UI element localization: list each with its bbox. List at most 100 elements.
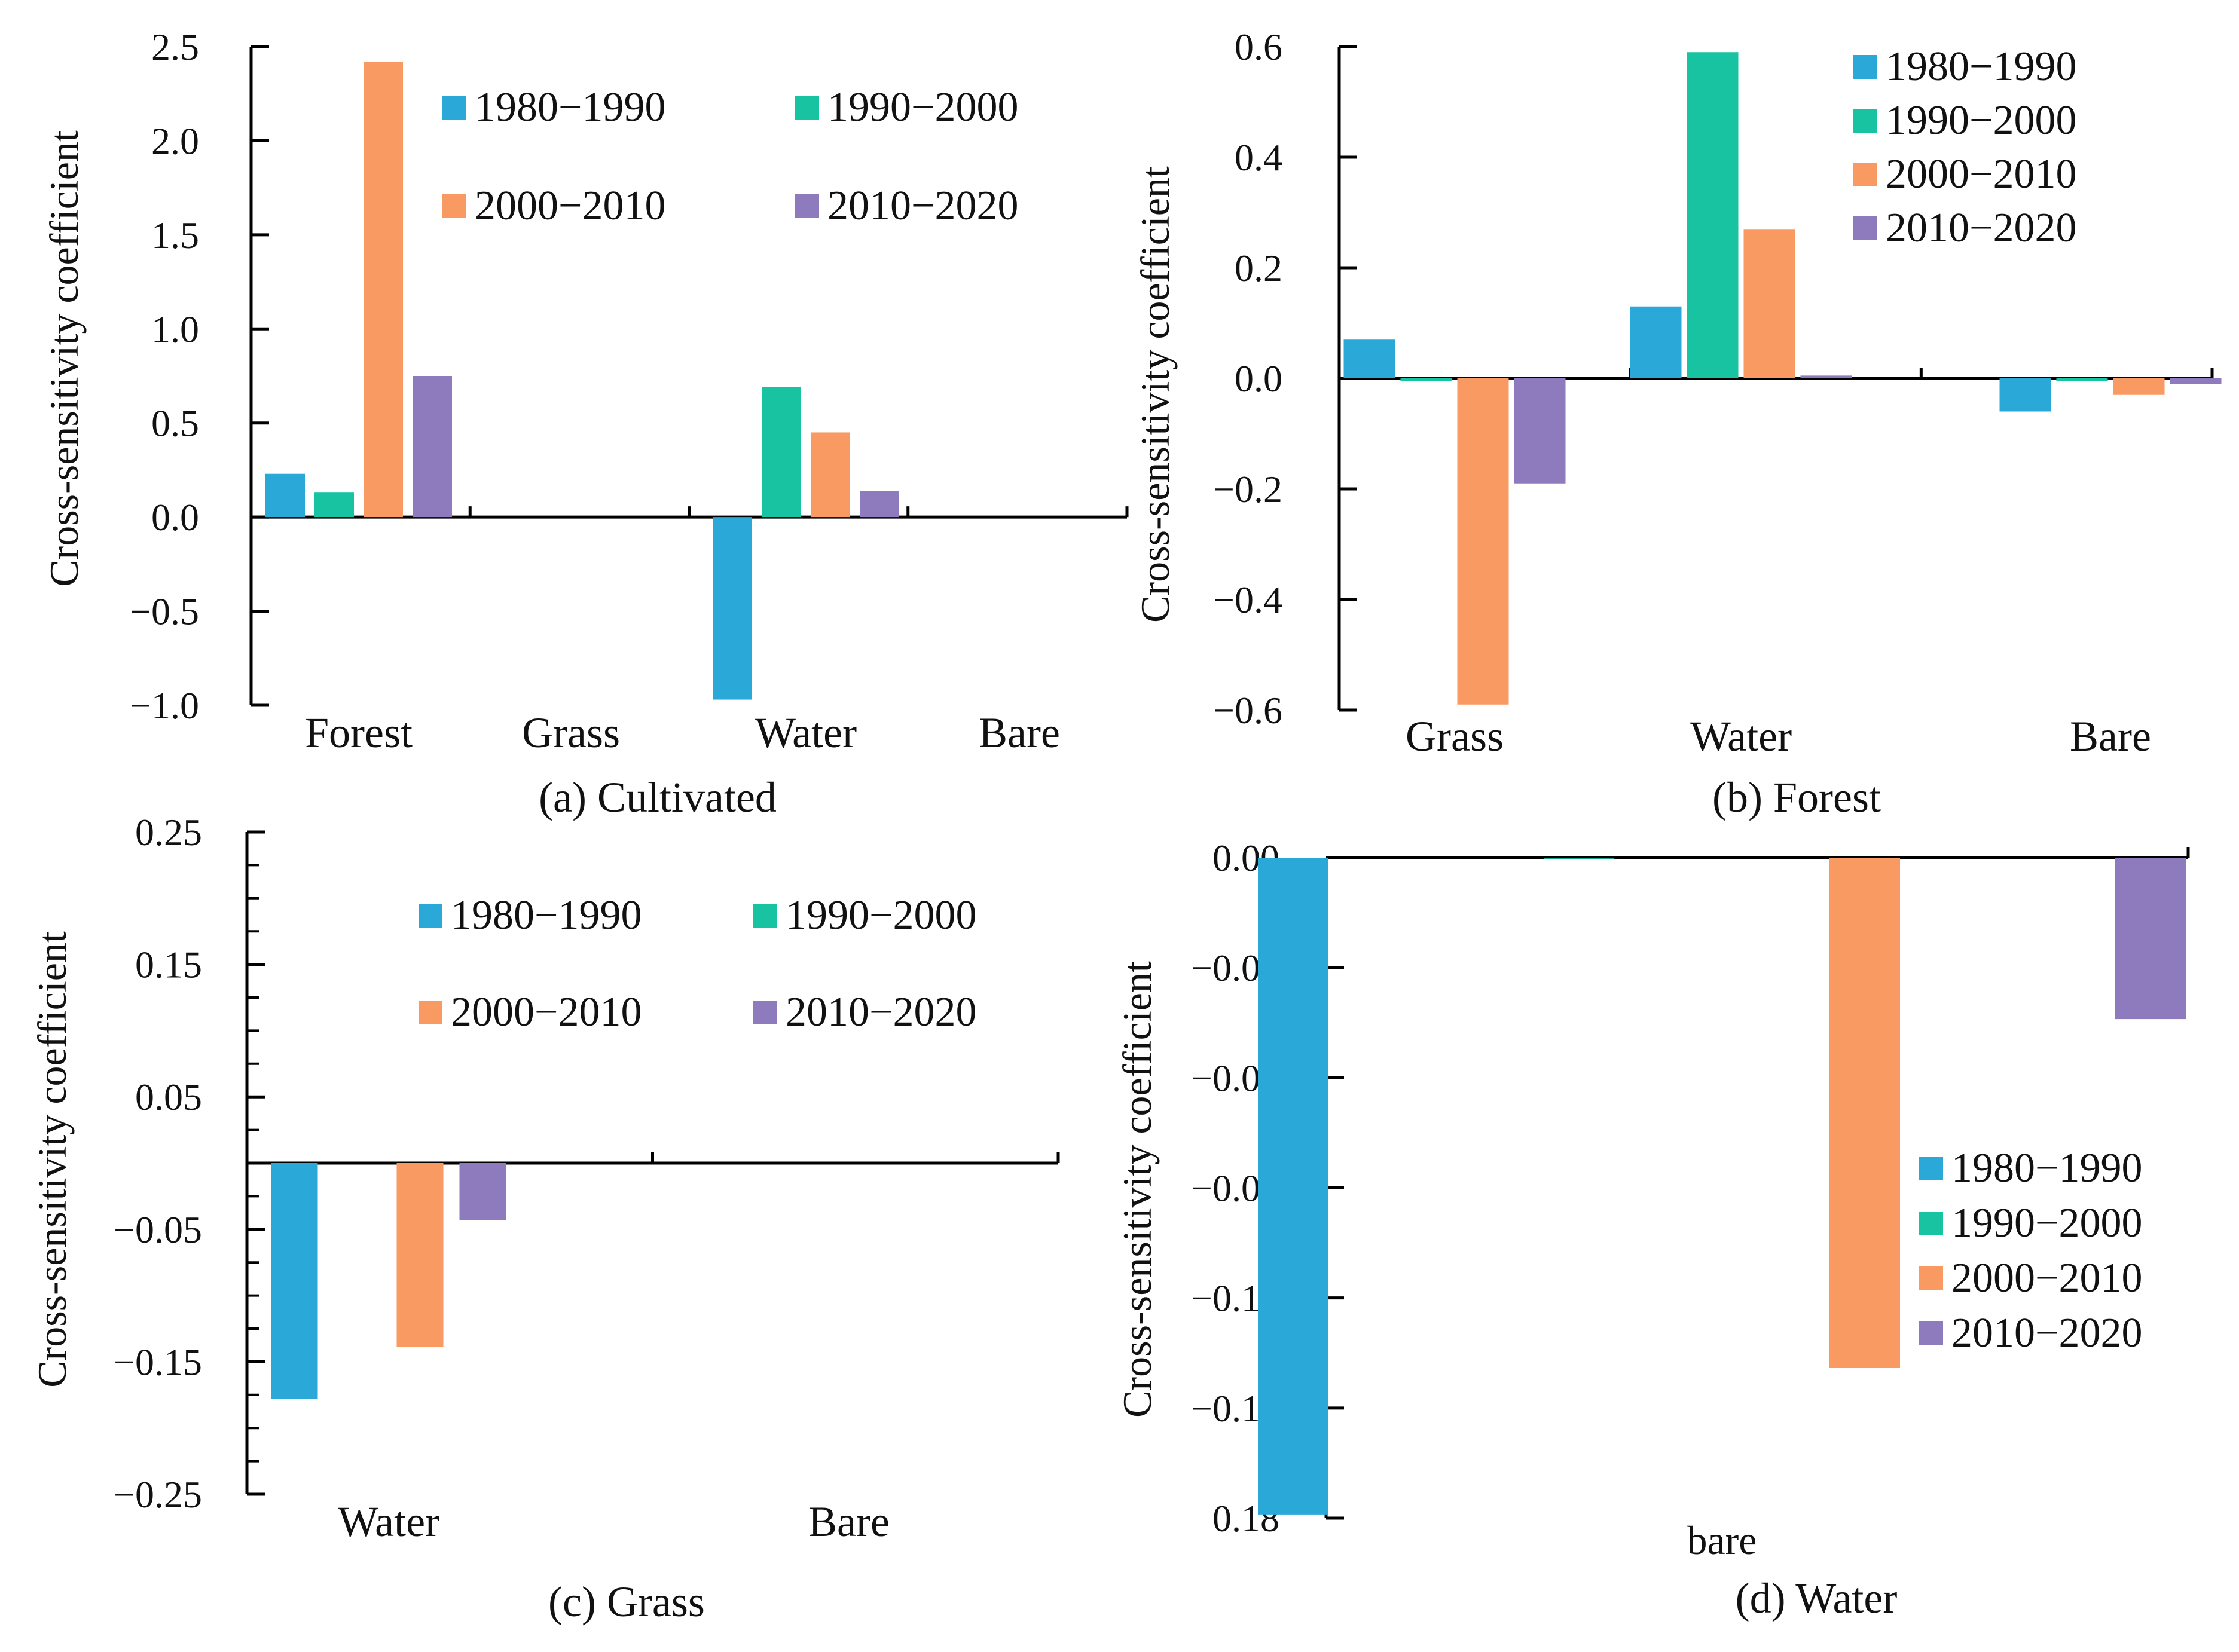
panel-d-water: 0.00−0.03−0.06−0.09−0.12−0.150.18 bareCro… (1114, 837, 2190, 1563)
y-tick-label: −0.4 (1213, 579, 1282, 621)
bar-bare-series-4 (2170, 378, 2222, 384)
panel-d-caption: (d) Water (1736, 1574, 1898, 1622)
x-category-label: Grass (1406, 712, 1504, 760)
bar-bare-series-3 (1829, 858, 1900, 1368)
y-tick-label: −0.05 (114, 1209, 202, 1251)
y-tick-label: 0.2 (1235, 247, 1282, 289)
x-category-label: Water (1690, 712, 1792, 760)
x-category-label: Bare (808, 1498, 890, 1546)
legend-swatch (1919, 1266, 1943, 1290)
legend-label: 1990−2000 (1951, 1200, 2142, 1246)
y-axis-title: Cross-sensitivity coefficient (1114, 961, 1160, 1418)
y-tick-label: −0.2 (1213, 468, 1282, 510)
bar-grass-series-1 (1343, 339, 1395, 378)
y-tick-label: −0.5 (130, 591, 199, 633)
bar-grass-series-3 (1457, 378, 1509, 705)
legend-label: 2010−2020 (786, 989, 976, 1035)
panel-c-caption: (c) Grass (548, 1578, 705, 1626)
legend-swatch (1919, 1212, 1943, 1235)
x-category-label: Water (338, 1498, 439, 1546)
bar-grass-series-2 (1400, 378, 1452, 381)
panel-b-caption: (b) Forest (1712, 773, 1881, 821)
bar-water-series-3 (1743, 229, 1795, 378)
legend: 1980−1990 1990−2000 2000−2010 2010−2020 (419, 892, 976, 1035)
legend-swatch (753, 904, 777, 928)
y-tick-label: 1.0 (151, 308, 199, 350)
legend-swatch (753, 1001, 777, 1024)
bar-water-series-1 (713, 517, 752, 700)
legend-label: 2000−2010 (1951, 1255, 2142, 1301)
bar-water-series-3 (396, 1163, 444, 1348)
y-tick-label: 0.6 (1235, 26, 1282, 68)
y-tick-label: 1.5 (151, 214, 199, 256)
bar-bare-series-1 (1999, 378, 2051, 412)
legend-label: 2000−2010 (451, 989, 642, 1035)
y-tick-label: 0.0 (1235, 357, 1282, 400)
y-axis-title: Cross-sensitivity coefficient (41, 130, 87, 587)
legend-swatch (1919, 1157, 1943, 1180)
legend-label: 2010−2020 (1951, 1310, 2142, 1356)
legend: 1980−1990 1990−2000 2000−2010 2010−2020 (1919, 1145, 2142, 1356)
y-tick-label: −0.25 (114, 1473, 202, 1516)
legend-swatch (1853, 109, 1877, 133)
y-tick-label: −0.15 (114, 1341, 202, 1383)
y-tick-label: 0.05 (135, 1076, 202, 1118)
bar-water-series-4 (860, 491, 899, 518)
bar-water-series-2 (1687, 52, 1739, 378)
legend-swatch (442, 96, 466, 120)
x-category-label: Bare (2070, 712, 2151, 760)
y-tick-label: 0.5 (151, 402, 199, 445)
y-tick-label: 0.25 (135, 811, 202, 853)
legend-swatch (419, 1001, 442, 1024)
bar-bare-series-2 (2056, 378, 2108, 381)
bar-water-series-4 (1800, 375, 1852, 378)
legend-swatch (1853, 163, 1877, 186)
panel-b-forest: 0.6 0.4 0.2 0.0 −0.2 −0.4 −0.6 Grass Water Bare Cr… (1132, 26, 2222, 760)
panel-a-cultivated: 2.5 2.0 1.5 1.0 0.5 0.0 −0.5 −1.0 Forest Grass Wat… (41, 26, 1129, 757)
legend-label: 1990−2000 (827, 84, 1018, 130)
bar-forest-series-1 (265, 473, 305, 518)
bar-water-series-3 (811, 432, 850, 518)
y-tick-label: −1.0 (130, 684, 199, 727)
legend-label: 1980−1990 (1886, 44, 2076, 90)
bar-water-series-1 (1630, 306, 1682, 378)
panel-c-grass: 0.25 0.15 0.05 −0.05 −0.15 −0.25 Water Bare Cros… (29, 811, 1060, 1546)
x-category-label: Water (755, 709, 857, 757)
x-category-label: Bare (979, 709, 1060, 757)
x-category-label: bare (1687, 1518, 1757, 1563)
bar-bare-series-2 (1544, 858, 1614, 859)
x-category-label: Grass (522, 709, 620, 757)
legend-swatch (795, 96, 819, 120)
legend-swatch (795, 194, 819, 218)
bar-water-series-2 (762, 387, 801, 518)
legend: 1980−1990 1990−2000 2000−2010 2010−2020 (442, 84, 1018, 229)
y-tick-label: −0.6 (1213, 689, 1282, 732)
legend-label: 2000−2010 (1886, 151, 2076, 197)
panel-a-caption: (a) Cultivated (539, 773, 777, 821)
bar-forest-series-3 (364, 62, 403, 518)
bar-bare-series-3 (2113, 378, 2165, 395)
legend-label: 1980−1990 (1951, 1145, 2142, 1191)
legend-label: 2010−2020 (1886, 205, 2076, 251)
y-axis-title: Cross-sensitivity coefficient (1132, 166, 1178, 623)
legend-label: 2010−2020 (827, 183, 1018, 229)
y-tick-label: 2.5 (151, 26, 199, 68)
legend-label: 1990−2000 (1886, 97, 2076, 143)
legend-label: 1980−1990 (475, 84, 665, 130)
legend-swatch (419, 904, 442, 928)
bar-forest-series-2 (314, 492, 354, 518)
legend-swatch (442, 194, 466, 218)
bar-bare-series-1 (1258, 858, 1328, 1515)
y-tick-label: 0.4 (1235, 136, 1282, 179)
bar-water-series-4 (459, 1163, 506, 1220)
legend-swatch (1853, 216, 1877, 240)
y-axis-title: Cross-sensitivity coefficient (29, 931, 75, 1388)
legend-swatch (1853, 55, 1877, 79)
bar-water-series-1 (271, 1163, 318, 1399)
y-tick-label: 0.0 (151, 496, 199, 539)
legend: 1980−1990 1990−2000 2000−2010 2010−2020 (1853, 44, 2076, 251)
y-tick-label: 0.15 (135, 944, 202, 986)
legend-label: 1980−1990 (451, 892, 642, 938)
x-category-label: Forest (305, 709, 413, 757)
